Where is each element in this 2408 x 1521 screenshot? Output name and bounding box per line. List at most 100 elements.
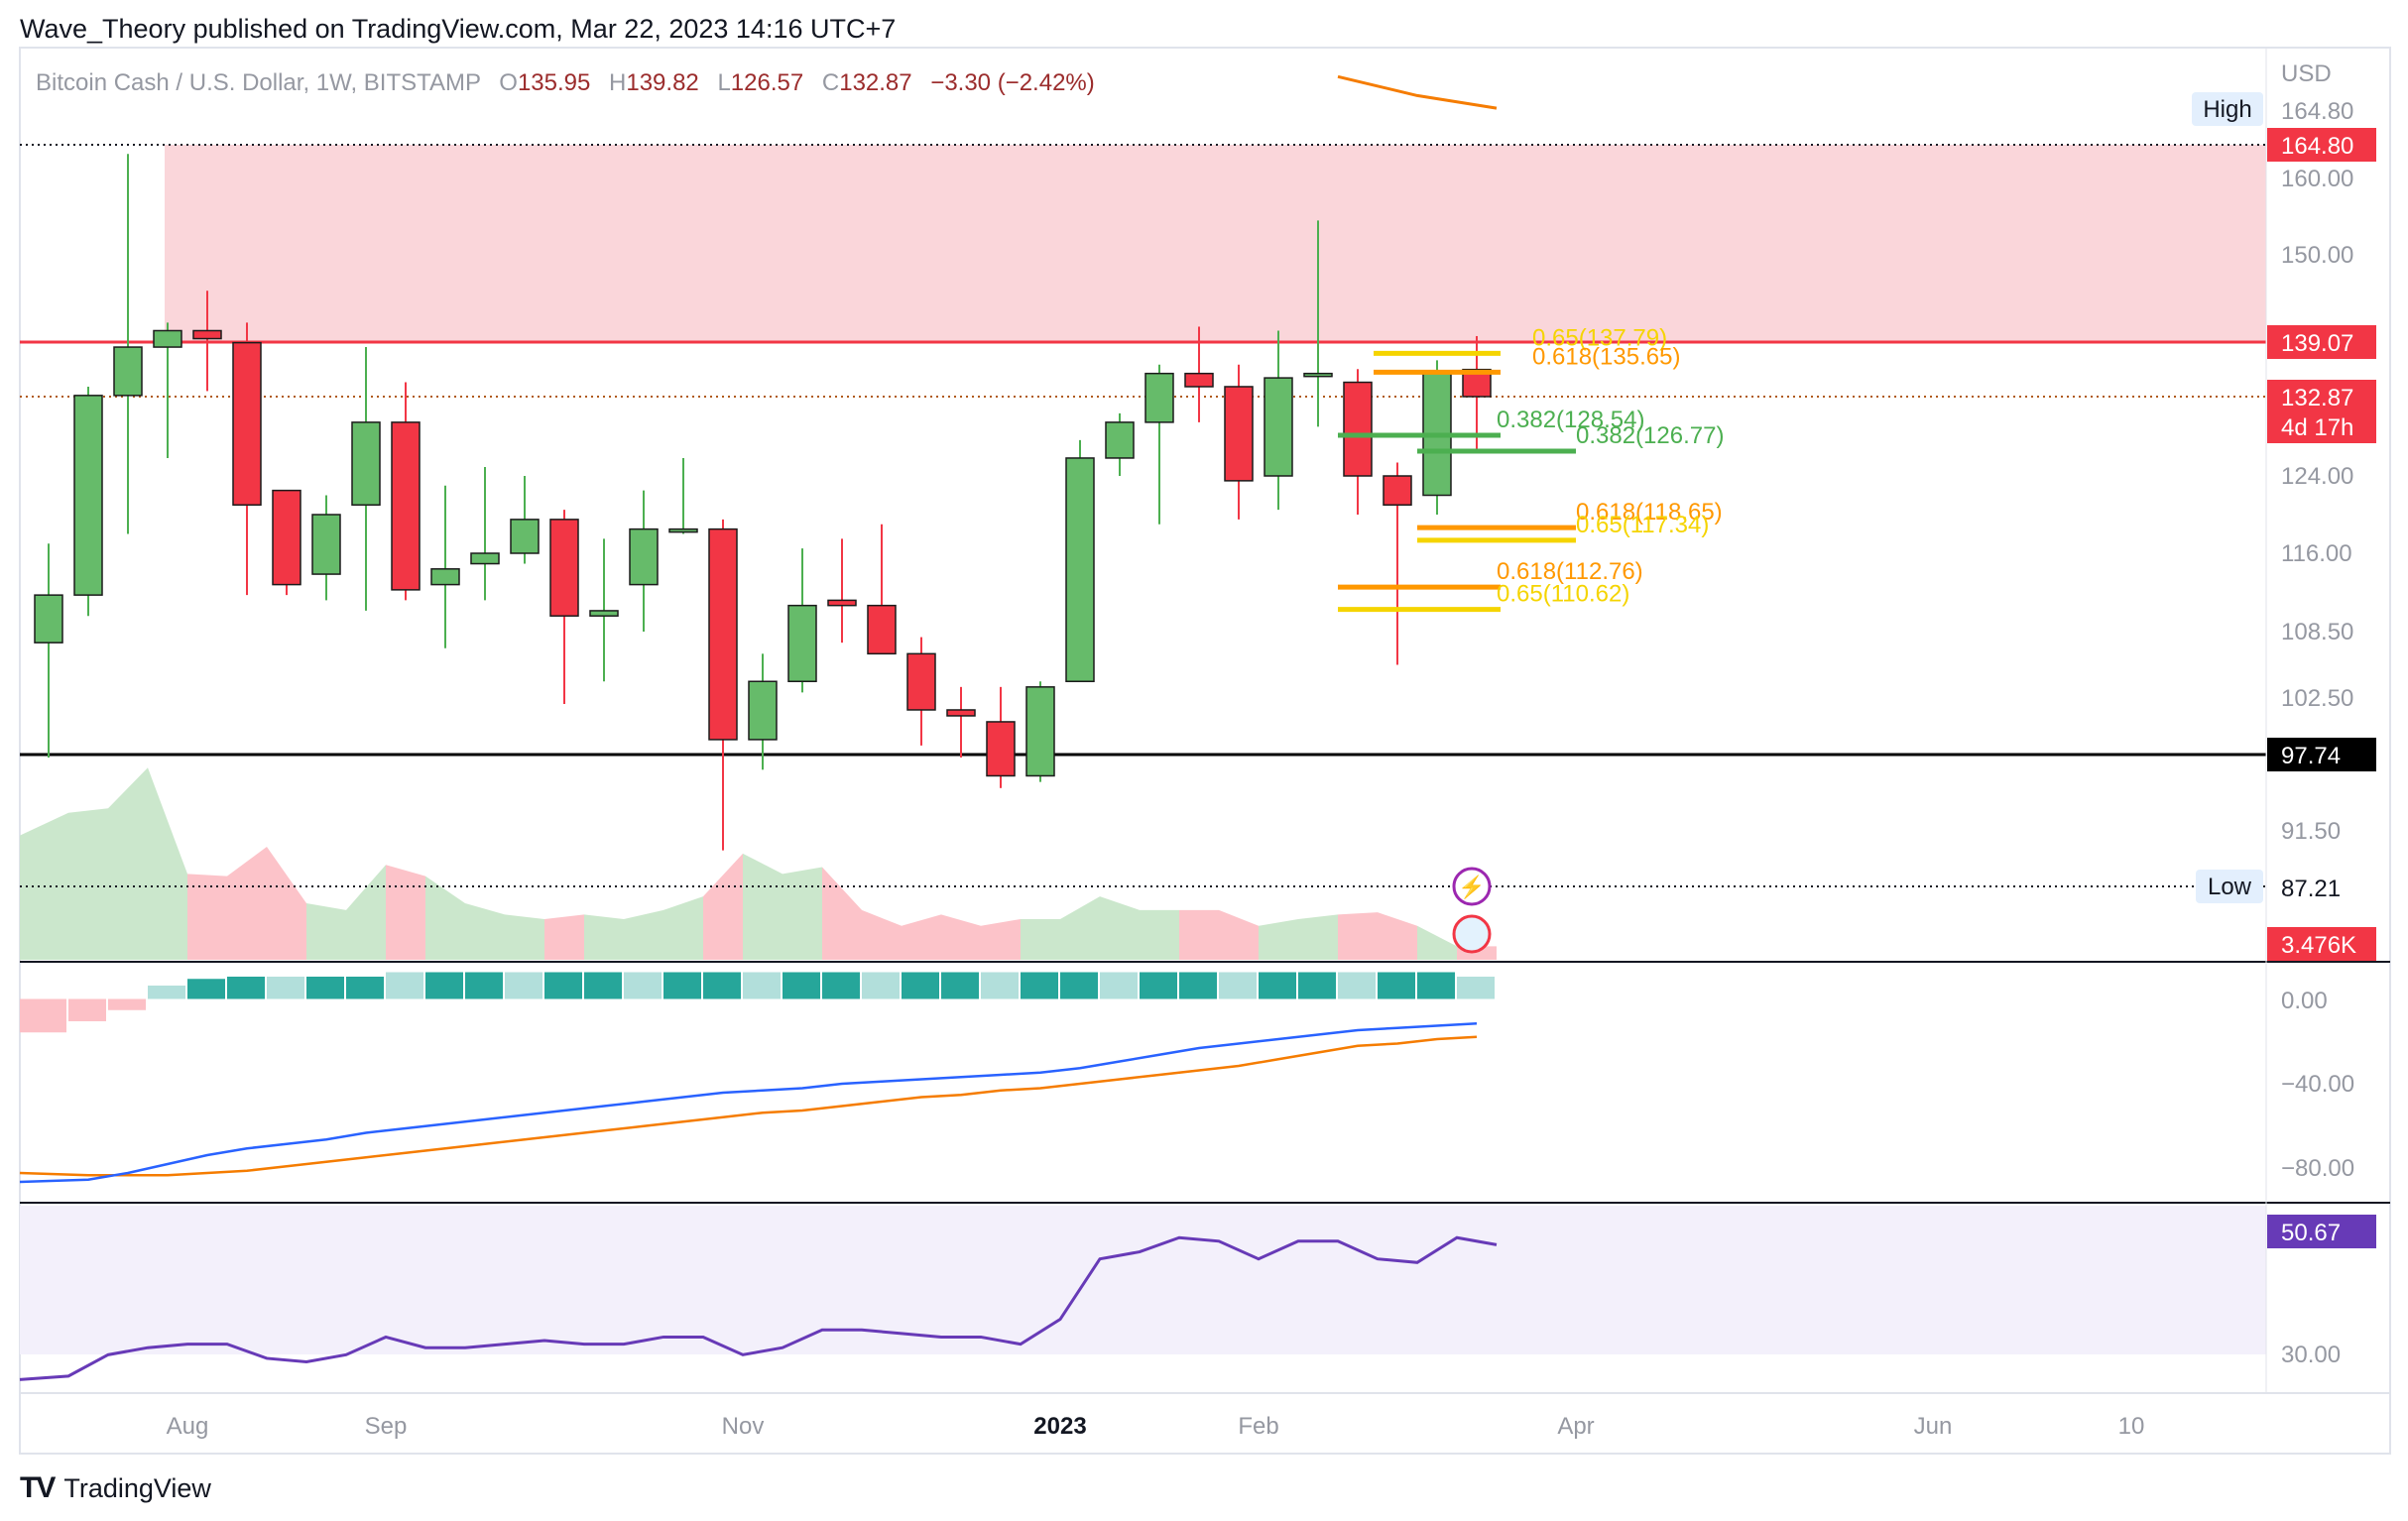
macd-histogram-bar: [108, 998, 146, 1010]
macd-histogram-bar: [624, 972, 662, 999]
tradingview-brand: TradingView: [63, 1472, 211, 1503]
candle-body: [827, 599, 857, 607]
rsi-value-box: [2267, 1215, 2376, 1248]
flash-icon-glyph: ⚡: [1458, 875, 1485, 900]
open-key: O: [499, 69, 518, 96]
resistance-zone: [165, 145, 2266, 342]
fib-level-label: 0.618(112.76): [1497, 558, 1643, 585]
macd-histogram-bar: [187, 979, 225, 999]
macd-histogram-bar: [1100, 972, 1138, 999]
macd-histogram-bar: [1021, 972, 1058, 999]
fib-level-label: 0.382(128.54): [1497, 407, 1644, 433]
volume-area: [1378, 912, 1417, 960]
price-label-box: [2267, 738, 2376, 771]
low-tag-bg: [2196, 870, 2263, 903]
high-tag-label: High: [2203, 96, 2251, 123]
candle-body: [708, 527, 738, 741]
price-label-text: 132.87: [2281, 385, 2353, 411]
price-axis-tick: 116.00: [2281, 540, 2352, 567]
macd-axis-tick: 0.00: [2281, 988, 2328, 1014]
macd-histogram-bar: [544, 972, 582, 999]
candle-body: [1383, 475, 1412, 506]
high-key: H: [609, 69, 627, 96]
volume-area: [505, 914, 544, 960]
volume-area: [584, 914, 624, 960]
macd-histogram-bar: [306, 977, 344, 999]
macd-signal-line: [19, 1035, 1478, 1177]
volume-area: [822, 867, 862, 960]
volume-area: [386, 865, 425, 960]
candle-body: [1105, 421, 1135, 459]
macd-histogram-bar: [584, 972, 622, 999]
price-axis-tick: 102.50: [2281, 685, 2353, 712]
tradingview-logo[interactable]: TV TradingView: [20, 1471, 211, 1505]
price-axis-tick: 150.00: [2281, 242, 2353, 269]
volume-area: [941, 914, 981, 960]
price-label-box: [2267, 380, 2376, 443]
volume-area: [465, 903, 505, 960]
candle-body: [272, 489, 301, 586]
low-value: 126.57: [730, 69, 804, 96]
candle-body: [1065, 457, 1095, 682]
volume-area: [187, 874, 227, 960]
price-axis-tick: 160.00: [2281, 166, 2353, 192]
candle-body: [192, 329, 222, 340]
tradingview-logo-icon: TV: [20, 1471, 56, 1504]
volume-area: [227, 847, 267, 960]
volume-area: [981, 918, 1021, 960]
volume-area: [148, 767, 187, 960]
volume-area: [902, 914, 941, 960]
low-tag-value: 87.21: [2281, 876, 2341, 902]
change-value: −3.30 (−2.42%): [930, 69, 1095, 96]
macd-histogram-bar: [505, 972, 542, 999]
candle-body: [1303, 372, 1333, 378]
price-label-box: [2267, 128, 2376, 162]
macd-histogram-bar: [902, 972, 939, 999]
macd-histogram-bar: [1259, 972, 1296, 999]
price-label-text: 164.80: [2281, 133, 2353, 160]
macd-histogram-bar: [465, 972, 503, 999]
close-key: C: [821, 69, 840, 96]
volume-area: [425, 876, 465, 960]
candle-body: [549, 519, 579, 617]
macd-line: [19, 1022, 1478, 1184]
volume-label-box: [2267, 927, 2376, 961]
rsi-line: [19, 1235, 1498, 1381]
volume-area: [267, 847, 306, 960]
rsi-band: [20, 1206, 2266, 1354]
price-axis-tick: 124.00: [2281, 463, 2353, 490]
macd-histogram-bar: [68, 998, 106, 1021]
price-label-box: [2267, 325, 2376, 359]
moving-average-line: [1337, 74, 1498, 110]
publisher-caption: Wave_Theory published on TradingView.com…: [20, 14, 897, 44]
candle-body: [946, 709, 976, 717]
macd-histogram-bar: [148, 986, 185, 999]
open-value: 135.95: [517, 69, 591, 96]
volume-area: [68, 808, 108, 960]
price-axis-tick: 91.50: [2281, 818, 2341, 845]
rsi-axis-tick: 30.00: [2281, 1342, 2341, 1368]
macd-histogram-bar: [783, 972, 820, 999]
candle-body: [113, 346, 143, 397]
volume-area: [743, 853, 783, 960]
volume-area: [862, 909, 902, 960]
fib-level-label: 0.618(135.65): [1532, 343, 1680, 370]
candle-body: [430, 568, 460, 586]
macd-histogram-bar: [1060, 972, 1098, 999]
macd-histogram-bar: [862, 972, 900, 999]
volume-area: [1100, 896, 1140, 960]
candle-body: [1343, 381, 1373, 477]
high-tag-value: 164.80: [2281, 98, 2353, 125]
price-label-countdown: 4d 17h: [2281, 414, 2353, 441]
macd-histogram-bar: [227, 977, 265, 999]
time-axis-label: Apr: [1557, 1413, 1594, 1440]
macd-histogram-bar: [1417, 972, 1455, 999]
price-label-text: 139.07: [2281, 330, 2353, 357]
fib-level-label: 0.382(126.77): [1576, 422, 1724, 449]
candle-body: [351, 421, 381, 507]
macd-histogram-bar: [20, 998, 66, 1033]
macd-histogram-bar: [1140, 972, 1177, 999]
macd-histogram-bar: [386, 972, 423, 999]
candle-body: [986, 721, 1016, 777]
